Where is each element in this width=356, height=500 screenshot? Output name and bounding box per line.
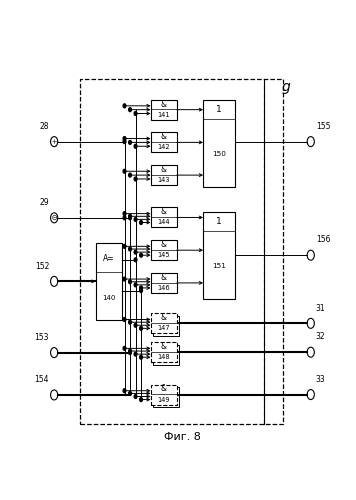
Text: 140: 140 <box>102 296 115 302</box>
Circle shape <box>129 350 131 354</box>
FancyBboxPatch shape <box>153 345 179 365</box>
FancyBboxPatch shape <box>151 342 177 362</box>
Circle shape <box>123 104 126 108</box>
Text: 29: 29 <box>40 198 49 207</box>
Circle shape <box>129 280 131 283</box>
Text: 152: 152 <box>35 262 49 270</box>
Text: 145: 145 <box>157 252 170 258</box>
Circle shape <box>123 212 126 216</box>
Text: Θ: Θ <box>52 215 57 221</box>
Circle shape <box>140 356 142 359</box>
Circle shape <box>134 258 137 262</box>
Text: 155: 155 <box>316 122 330 131</box>
Circle shape <box>134 283 137 287</box>
Text: Фиг. 8: Фиг. 8 <box>164 432 201 442</box>
Circle shape <box>140 288 142 292</box>
Circle shape <box>129 349 131 353</box>
Circle shape <box>129 214 131 218</box>
FancyBboxPatch shape <box>153 316 179 336</box>
Text: 146: 146 <box>157 285 170 291</box>
Text: 154: 154 <box>35 375 49 384</box>
Circle shape <box>123 389 126 392</box>
Text: &: & <box>161 208 167 216</box>
Circle shape <box>123 170 126 173</box>
FancyBboxPatch shape <box>151 240 177 260</box>
Text: &: & <box>161 342 167 351</box>
Text: &: & <box>161 100 167 108</box>
Text: &: & <box>161 165 167 174</box>
Text: 149: 149 <box>158 396 170 402</box>
FancyBboxPatch shape <box>153 387 179 407</box>
FancyBboxPatch shape <box>151 273 177 293</box>
Circle shape <box>134 394 137 398</box>
Text: 142: 142 <box>157 144 170 150</box>
Circle shape <box>140 286 142 290</box>
FancyBboxPatch shape <box>203 212 235 298</box>
Circle shape <box>134 250 137 254</box>
Text: &: & <box>161 313 167 322</box>
Text: &: & <box>161 132 167 141</box>
Circle shape <box>129 247 131 251</box>
Circle shape <box>134 177 137 181</box>
FancyBboxPatch shape <box>203 100 235 187</box>
Text: 144: 144 <box>157 220 170 226</box>
Circle shape <box>140 398 142 402</box>
Circle shape <box>123 244 126 248</box>
Circle shape <box>134 352 137 356</box>
Text: g: g <box>282 80 290 94</box>
FancyBboxPatch shape <box>151 165 177 185</box>
Text: A=: A= <box>103 254 115 263</box>
Circle shape <box>134 324 137 327</box>
FancyBboxPatch shape <box>151 100 177 119</box>
Circle shape <box>129 140 131 144</box>
Circle shape <box>129 108 131 112</box>
Text: &: & <box>161 384 167 394</box>
Circle shape <box>123 136 126 140</box>
Circle shape <box>140 220 142 224</box>
Text: &: & <box>161 240 167 249</box>
Circle shape <box>129 216 131 220</box>
Circle shape <box>129 392 131 396</box>
Text: 153: 153 <box>35 333 49 342</box>
Text: 1: 1 <box>216 106 222 114</box>
Text: 151: 151 <box>212 263 226 269</box>
Circle shape <box>134 112 137 116</box>
FancyBboxPatch shape <box>151 314 177 334</box>
Circle shape <box>134 218 137 222</box>
Text: 28: 28 <box>40 122 49 131</box>
Text: +: + <box>51 138 57 144</box>
Text: 141: 141 <box>158 112 170 117</box>
FancyBboxPatch shape <box>151 132 177 152</box>
FancyBboxPatch shape <box>95 243 122 320</box>
Text: 148: 148 <box>157 354 170 360</box>
Text: &: & <box>161 273 167 282</box>
Text: 32: 32 <box>316 332 325 342</box>
Circle shape <box>134 144 137 148</box>
Circle shape <box>129 173 131 177</box>
Text: 143: 143 <box>158 177 170 183</box>
Text: 156: 156 <box>316 236 330 244</box>
Text: 31: 31 <box>316 304 325 312</box>
Circle shape <box>123 140 126 143</box>
FancyBboxPatch shape <box>151 208 177 228</box>
Circle shape <box>140 326 142 330</box>
FancyBboxPatch shape <box>151 384 177 404</box>
Text: 150: 150 <box>212 151 226 157</box>
Text: 33: 33 <box>316 375 325 384</box>
Circle shape <box>123 216 126 220</box>
Circle shape <box>123 277 126 281</box>
Circle shape <box>129 320 131 324</box>
Circle shape <box>123 318 126 322</box>
Text: 147: 147 <box>157 326 170 332</box>
Circle shape <box>140 254 142 257</box>
Text: 1: 1 <box>216 217 222 226</box>
Circle shape <box>123 346 126 350</box>
